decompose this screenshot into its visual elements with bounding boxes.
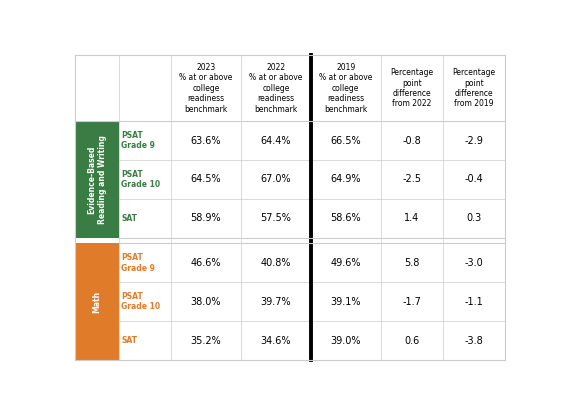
Text: 38.0%: 38.0%	[191, 297, 221, 307]
Bar	[75, 121, 119, 238]
Text: 2019
% at or above
college
readiness
benchmark: 2019 % at or above college readiness ben…	[319, 63, 372, 113]
Text: 66.5%: 66.5%	[331, 135, 361, 146]
Text: 0.6: 0.6	[404, 335, 419, 346]
Text: 64.9%: 64.9%	[331, 175, 361, 184]
Text: PSAT
Grade 9: PSAT Grade 9	[121, 131, 155, 150]
Text: 57.5%: 57.5%	[260, 213, 291, 223]
Text: 46.6%: 46.6%	[191, 258, 221, 268]
Text: Percentage
point
difference
from 2019: Percentage point difference from 2019	[452, 68, 495, 109]
Text: 2023
% at or above
college
readiness
benchmark: 2023 % at or above college readiness ben…	[179, 63, 233, 113]
Text: 35.2%: 35.2%	[191, 335, 221, 346]
Text: 1.4: 1.4	[404, 213, 419, 223]
Text: Evidence-Based
Reading and Writing: Evidence-Based Reading and Writing	[88, 135, 107, 224]
Text: SAT: SAT	[121, 336, 138, 345]
Text: -2.9: -2.9	[465, 135, 483, 146]
Text: PSAT
Grade 10: PSAT Grade 10	[121, 170, 161, 189]
Text: 58.6%: 58.6%	[331, 213, 361, 223]
Text: PSAT
Grade 9: PSAT Grade 9	[121, 253, 155, 273]
Text: -1.1: -1.1	[465, 297, 483, 307]
Text: 39.0%: 39.0%	[331, 335, 361, 346]
Text: Math: Math	[93, 290, 102, 313]
Text: -2.5: -2.5	[402, 175, 421, 184]
Text: 64.5%: 64.5%	[191, 175, 221, 184]
Text: -3.0: -3.0	[465, 258, 483, 268]
Text: 34.6%: 34.6%	[260, 335, 291, 346]
Text: -1.7: -1.7	[402, 297, 421, 307]
Text: 2022
% at or above
college
readiness
benchmark: 2022 % at or above college readiness ben…	[249, 63, 302, 113]
Text: PSAT
Grade 10: PSAT Grade 10	[121, 292, 161, 311]
Text: 63.6%: 63.6%	[191, 135, 221, 146]
Text: -0.8: -0.8	[402, 135, 421, 146]
Text: 40.8%: 40.8%	[260, 258, 291, 268]
Text: 39.7%: 39.7%	[260, 297, 291, 307]
Text: 0.3: 0.3	[466, 213, 482, 223]
Text: 49.6%: 49.6%	[331, 258, 361, 268]
Text: 58.9%: 58.9%	[191, 213, 221, 223]
Text: 67.0%: 67.0%	[260, 175, 291, 184]
Text: 5.8: 5.8	[404, 258, 419, 268]
Text: Percentage
point
difference
from 2022: Percentage point difference from 2022	[390, 68, 434, 109]
Text: 64.4%: 64.4%	[260, 135, 291, 146]
Text: SAT: SAT	[121, 214, 138, 223]
Text: 39.1%: 39.1%	[331, 297, 361, 307]
Bar	[75, 244, 119, 360]
Text: -0.4: -0.4	[465, 175, 483, 184]
Text: -3.8: -3.8	[465, 335, 483, 346]
